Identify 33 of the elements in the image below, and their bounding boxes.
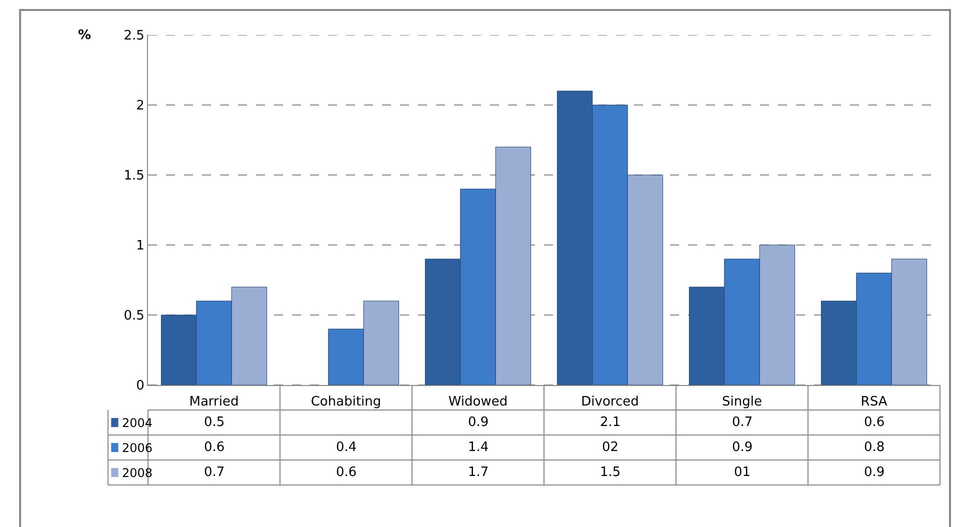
y-axis-title: %: [78, 28, 92, 43]
y-tick-label: 1: [136, 238, 144, 254]
y-tick-label: 1.5: [124, 168, 144, 184]
x-tick-label: Single: [722, 394, 762, 410]
data-label: 1.5: [600, 465, 621, 480]
data-label: 0.9: [468, 415, 489, 430]
x-tick-label: Divorced: [581, 394, 639, 410]
y-tick-label: 0.5: [124, 308, 144, 324]
data-label: 0.8: [864, 440, 885, 455]
data-label: 0.4: [336, 440, 357, 455]
x-tick-label: RSA: [860, 394, 888, 410]
x-tick-label: Cohabiting: [310, 394, 382, 410]
data-label: 0.7: [732, 415, 753, 430]
data-label: 1.4: [468, 440, 489, 455]
legend-label: 2008: [122, 466, 153, 480]
data-label: 0.9: [864, 465, 885, 480]
data-label: 02: [602, 440, 619, 455]
y-tick-label: 2.5: [124, 28, 144, 44]
data-label: 01: [734, 465, 751, 480]
legend-label: 2006: [122, 441, 153, 455]
y-tick-label: 0: [136, 378, 144, 394]
legend-label: 2004: [122, 416, 153, 430]
data-label: 1.7: [468, 465, 489, 480]
data-label: 0.6: [204, 440, 225, 455]
y-tick-label: 2: [136, 98, 144, 114]
data-label: 2.1: [600, 415, 621, 430]
x-tick-label: Widowed: [448, 394, 508, 410]
data-label: 0.6: [336, 465, 357, 480]
x-tick-label: Married: [189, 394, 239, 410]
data-label: 0.6: [864, 415, 885, 430]
data-label: 0.7: [204, 465, 225, 480]
data-label: 0.9: [732, 440, 753, 455]
data-label: 0.5: [204, 415, 225, 430]
